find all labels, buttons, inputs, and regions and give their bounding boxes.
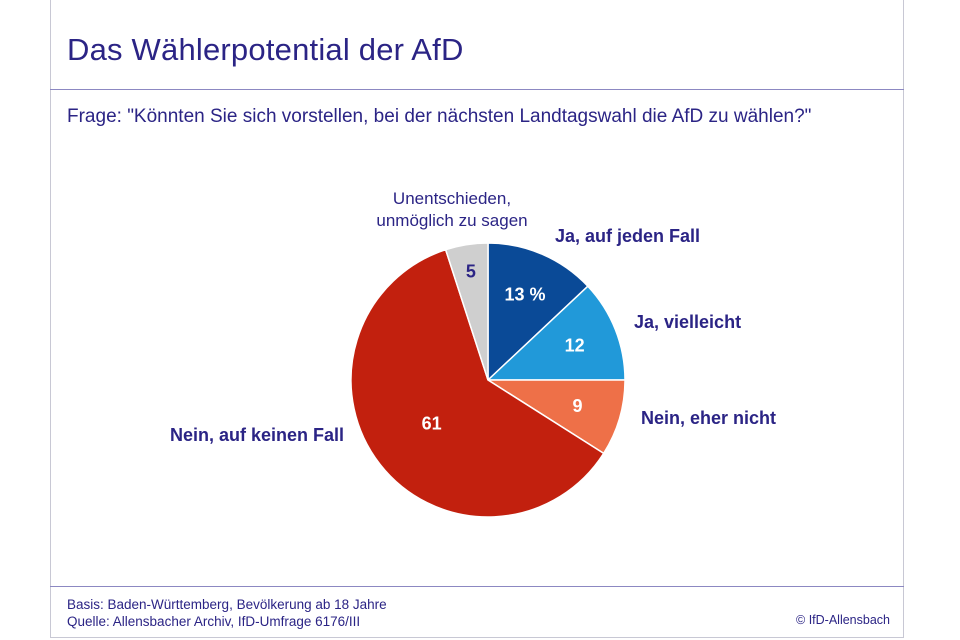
copyright: © IfD-Allensbach <box>796 613 890 627</box>
pie-value-label-2: 9 <box>572 396 582 416</box>
pie-slice-1 <box>486 285 626 381</box>
pie-slice-4 <box>444 242 489 381</box>
chart-frame <box>50 0 904 638</box>
legend-label-nein-eher-nicht: Nein, eher nicht <box>641 408 777 428</box>
title-divider <box>50 89 904 90</box>
chart-title: Das Wählerpotential der AfD <box>67 32 464 67</box>
footer-basis: Basis: Baden-Württemberg, Bevölkerung ab… <box>67 597 387 612</box>
pie-slice-3 <box>350 248 605 518</box>
legend-label-unentschieden-line1: Unentschieden, <box>392 189 512 208</box>
footer-divider <box>50 586 904 587</box>
pie-slice-0 <box>487 242 589 382</box>
survey-question: Frage: "Könnten Sie sich vorstellen, bei… <box>67 106 812 127</box>
legend-label-nein-auf-keinen-fall: Nein, auf keinen Fall <box>170 425 345 445</box>
footer-source: Quelle: Allensbacher Archiv, IfD-Umfrage… <box>67 614 361 629</box>
pie-value-label-4: 5 <box>466 262 476 282</box>
legend-label-ja-vielleicht: Ja, vielleicht <box>634 312 742 332</box>
pie-value-label-0: 13 % <box>504 285 545 305</box>
pie-value-label-3: 61 <box>422 414 442 434</box>
footer-notes: Basis: Baden-Württemberg, Bevölkerung ab… <box>67 596 387 630</box>
legend-label-unentschieden-line2: unmöglich zu sagen <box>376 211 528 230</box>
legend-label-unentschieden: Unentschieden, unmöglich zu sagen <box>362 188 542 232</box>
legend-label-ja-auf-jeden-fall: Ja, auf jeden Fall <box>555 226 701 246</box>
pie-value-label-1: 12 <box>565 336 585 356</box>
